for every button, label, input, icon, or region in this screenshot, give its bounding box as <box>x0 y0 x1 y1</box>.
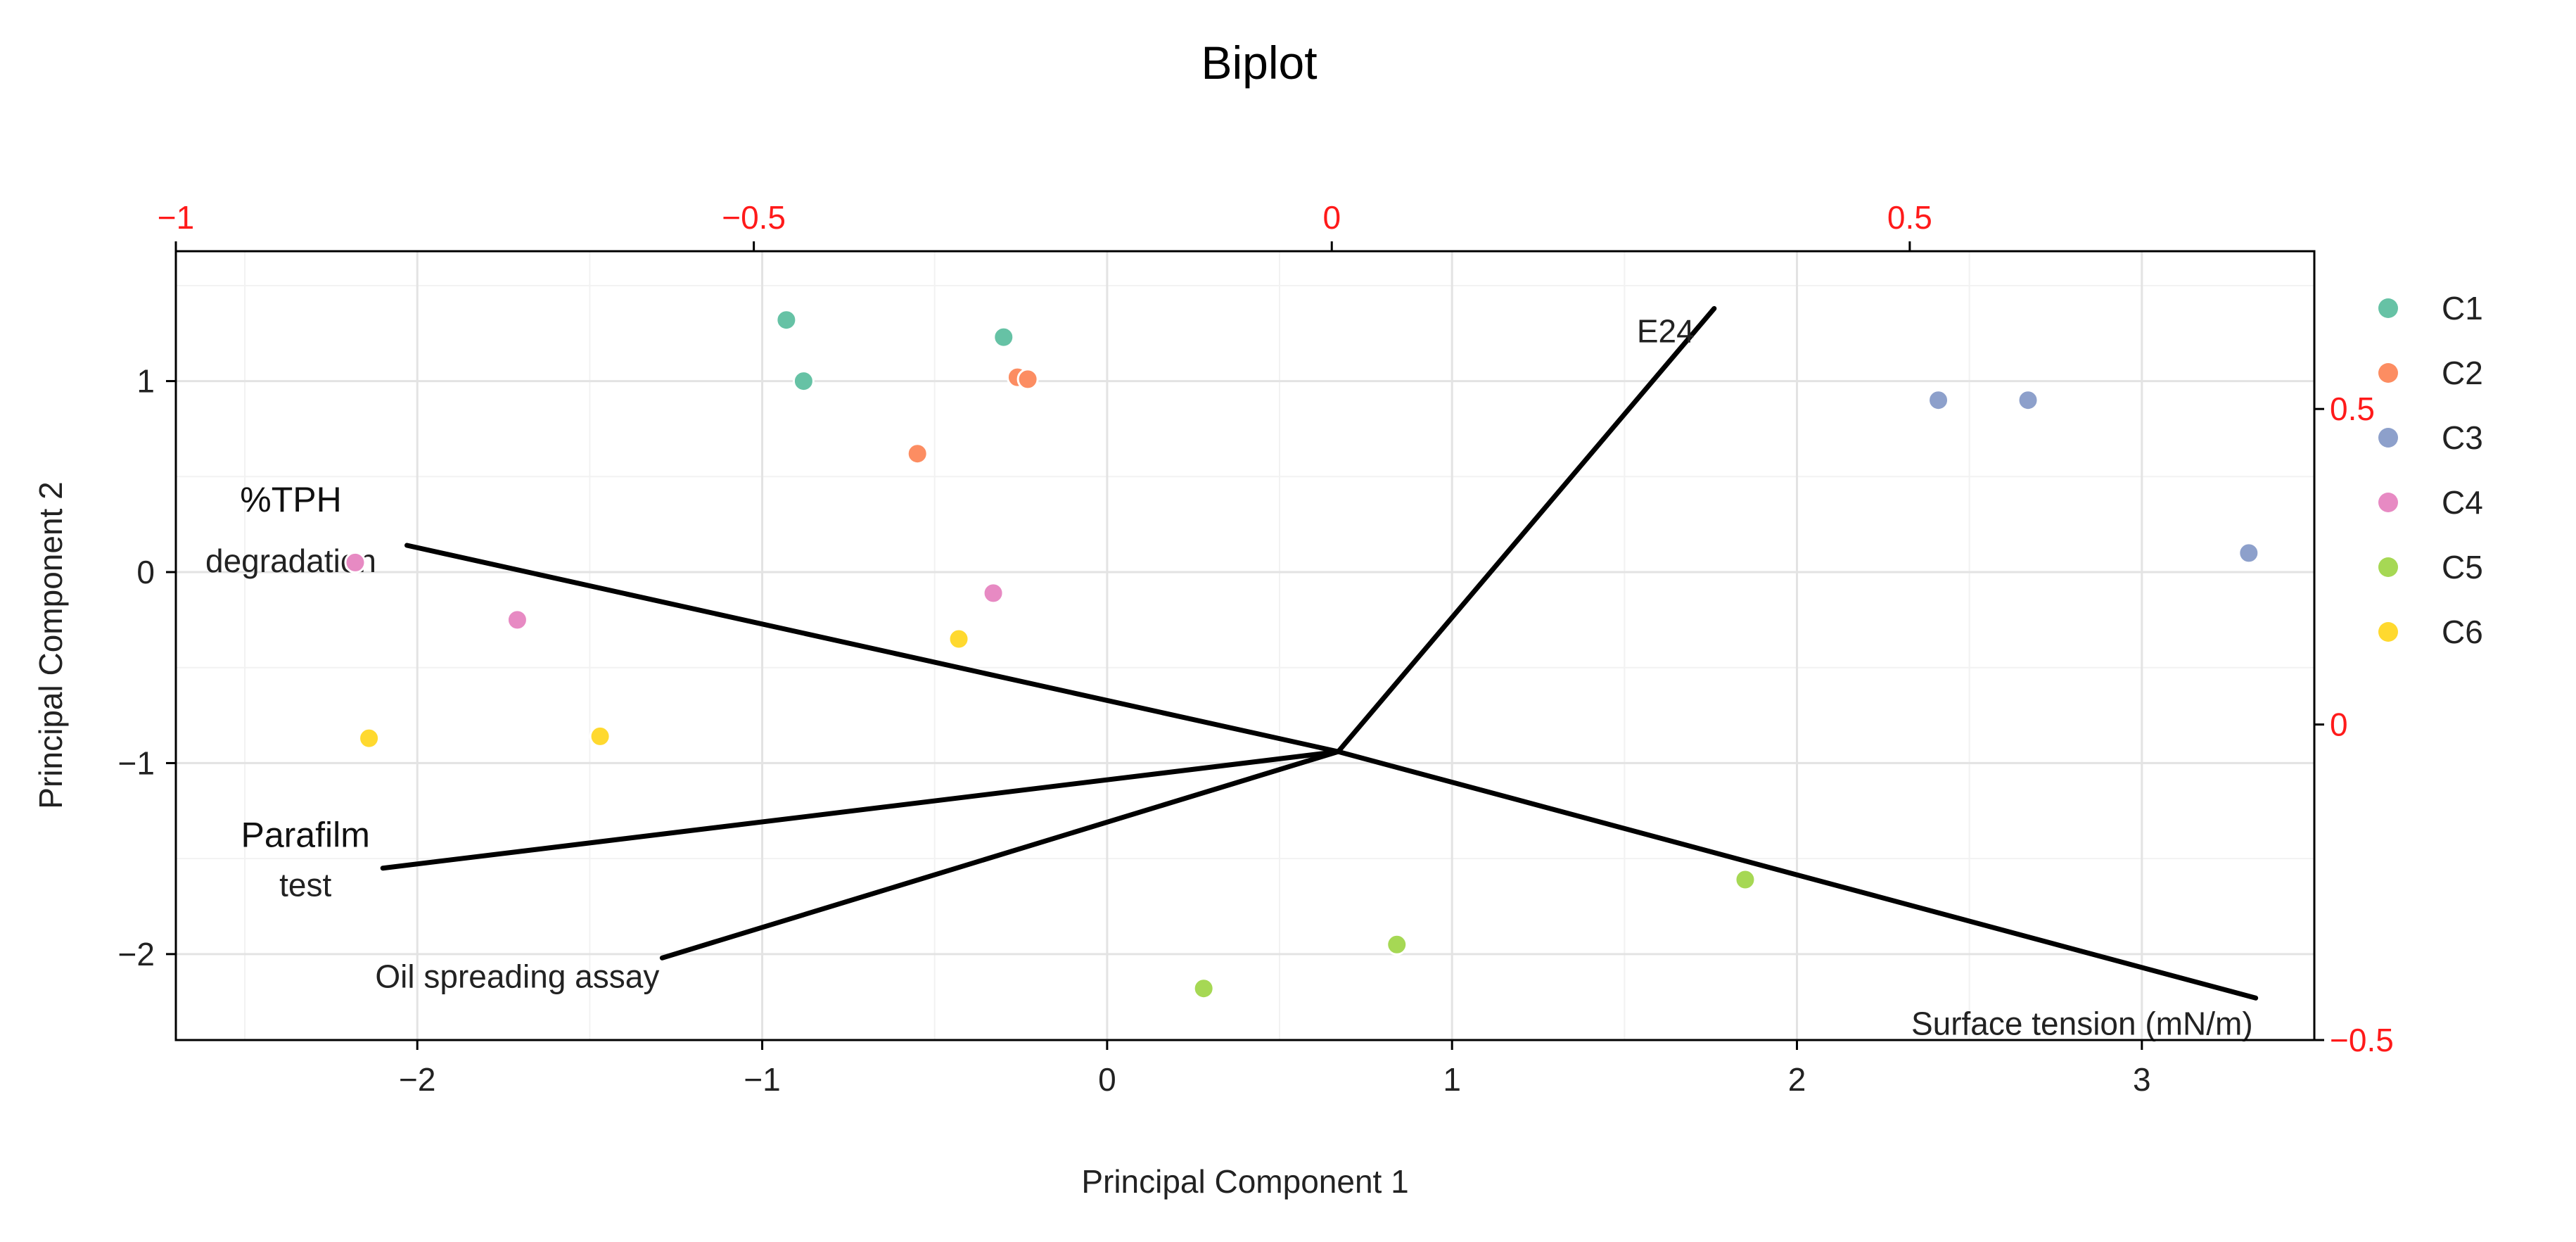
legend-marker-c6 <box>2378 622 2398 642</box>
y-tick-label: −2 <box>118 936 155 972</box>
right-tick-label: −0.5 <box>2330 1022 2394 1058</box>
x-tick-label: 2 <box>1788 1061 1806 1098</box>
legend: C1 C2 C3 C4 C5 C6 <box>2378 290 2483 650</box>
right-tick-label: 0.5 <box>2330 391 2375 427</box>
panel-border <box>174 250 2316 1041</box>
x-tick-label: −1 <box>744 1061 780 1098</box>
legend-label-c6: C6 <box>2442 614 2483 650</box>
point-c1 <box>792 370 815 393</box>
legend-marker-c4 <box>2378 493 2398 512</box>
legend-label-c5: C5 <box>2442 549 2483 585</box>
loading-label-tph-line1: %TPH <box>240 480 341 519</box>
right-tick-label: 0 <box>2330 706 2348 743</box>
legend-label-c1: C1 <box>2442 290 2483 327</box>
top-tick-label: −0.5 <box>722 199 786 236</box>
point-c3 <box>1927 389 1950 412</box>
loading-vector <box>659 749 1341 961</box>
loading-label-parafilm-line2: test <box>279 867 331 904</box>
point-c5 <box>1386 933 1408 956</box>
y-tick-label: 0 <box>136 554 155 590</box>
point-c6 <box>358 727 381 749</box>
point-c6 <box>948 628 970 650</box>
point-c3 <box>2238 542 2260 564</box>
loading-vector <box>1335 749 2259 1001</box>
grid-layer <box>176 251 2315 1040</box>
point-c3 <box>2017 389 2039 412</box>
point-c1 <box>775 309 798 331</box>
x-tick-label: 3 <box>2133 1061 2151 1098</box>
point-c6 <box>589 725 611 747</box>
loading-label-oil-spreading: Oil spreading assay <box>375 958 659 994</box>
point-c4 <box>344 551 366 574</box>
top-tick-label: 0.5 <box>1887 199 1932 236</box>
legend-label-c2: C2 <box>2442 355 2483 391</box>
loading-vector <box>380 749 1341 871</box>
score-points <box>344 309 2260 1000</box>
point-c4 <box>506 609 528 631</box>
point-c1 <box>993 326 1015 348</box>
loading-label-parafilm-line1: Parafilm <box>241 816 370 855</box>
loading-label-surface-tension: Surface tension (mN/m) <box>1911 1005 2253 1041</box>
loading-vector <box>404 543 1341 754</box>
legend-marker-c5 <box>2378 557 2398 577</box>
y-tick-label: −1 <box>118 744 155 781</box>
chart-title: Biplot <box>1201 37 1317 89</box>
axes: −2 −1 0 1 2 3 −2 −1 0 1 −1 −0.5 0 0.5 −0.5 0 0.5 <box>118 199 2394 1098</box>
loading-label-e24: E24 <box>1637 312 1695 349</box>
legend-marker-c1 <box>2378 298 2398 318</box>
x-axis-label: Principal Component 1 <box>1081 1163 1408 1200</box>
point-c5 <box>1734 868 1756 891</box>
point-c2 <box>1016 368 1039 391</box>
x-tick-label: −2 <box>399 1061 435 1098</box>
point-c2 <box>906 443 929 465</box>
loading-vector <box>1335 305 1717 754</box>
legend-marker-c2 <box>2378 363 2398 383</box>
legend-label-c3: C3 <box>2442 419 2483 456</box>
legend-marker-c3 <box>2378 428 2398 448</box>
x-tick-label: 0 <box>1098 1061 1116 1098</box>
point-c5 <box>1192 977 1215 1000</box>
legend-label-c4: C4 <box>2442 484 2483 521</box>
top-tick-label: −1 <box>158 199 194 236</box>
point-c4 <box>982 582 1005 604</box>
top-tick-label: 0 <box>1322 199 1341 236</box>
y-axis-label: Principal Component 2 <box>32 481 69 809</box>
x-tick-label: 1 <box>1443 1061 1461 1098</box>
y-tick-label: 1 <box>136 363 155 400</box>
